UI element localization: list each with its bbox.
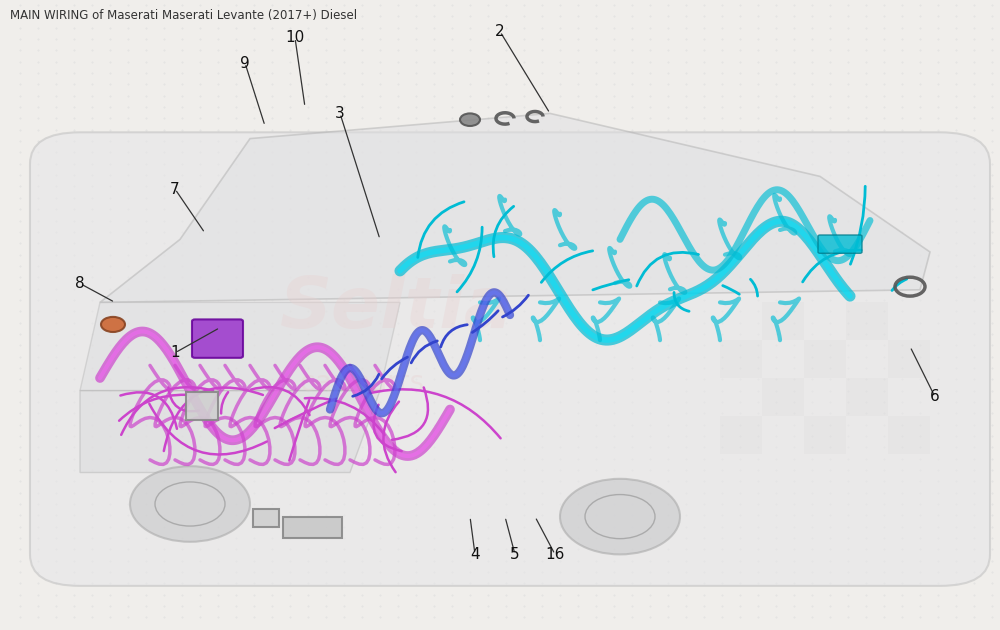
- Text: 16: 16: [545, 547, 565, 562]
- Polygon shape: [100, 113, 930, 302]
- FancyBboxPatch shape: [186, 392, 218, 420]
- Text: 1: 1: [170, 345, 180, 360]
- Circle shape: [460, 113, 480, 126]
- Text: 7: 7: [170, 181, 180, 197]
- Bar: [720, 416, 762, 454]
- Text: 10: 10: [285, 30, 305, 45]
- Bar: [846, 378, 888, 416]
- Bar: [762, 378, 804, 416]
- Text: 3: 3: [335, 106, 345, 121]
- Text: 4: 4: [470, 547, 480, 562]
- Bar: [720, 340, 762, 378]
- Text: Seltia: Seltia: [280, 273, 514, 343]
- Text: MAIN WIRING of Maserati Maserati Levante (2017+) Diesel: MAIN WIRING of Maserati Maserati Levante…: [10, 9, 357, 23]
- Ellipse shape: [585, 495, 655, 539]
- Polygon shape: [80, 302, 400, 391]
- FancyBboxPatch shape: [818, 235, 862, 253]
- Bar: [888, 340, 930, 378]
- FancyBboxPatch shape: [283, 517, 342, 538]
- Bar: [804, 416, 846, 454]
- Text: 5: 5: [510, 547, 520, 562]
- Circle shape: [101, 317, 125, 332]
- FancyBboxPatch shape: [253, 509, 279, 527]
- Polygon shape: [80, 391, 380, 472]
- FancyBboxPatch shape: [30, 132, 990, 586]
- Bar: [846, 302, 888, 340]
- Ellipse shape: [560, 479, 680, 554]
- Ellipse shape: [130, 466, 250, 542]
- Text: 9: 9: [240, 55, 250, 71]
- Text: 6: 6: [930, 389, 940, 404]
- Text: 8: 8: [75, 276, 85, 291]
- FancyBboxPatch shape: [192, 319, 243, 358]
- Text: car parts: car parts: [300, 369, 424, 397]
- Bar: [762, 302, 804, 340]
- Ellipse shape: [155, 482, 225, 526]
- Bar: [888, 416, 930, 454]
- Bar: [804, 340, 846, 378]
- Text: 2: 2: [495, 24, 505, 39]
